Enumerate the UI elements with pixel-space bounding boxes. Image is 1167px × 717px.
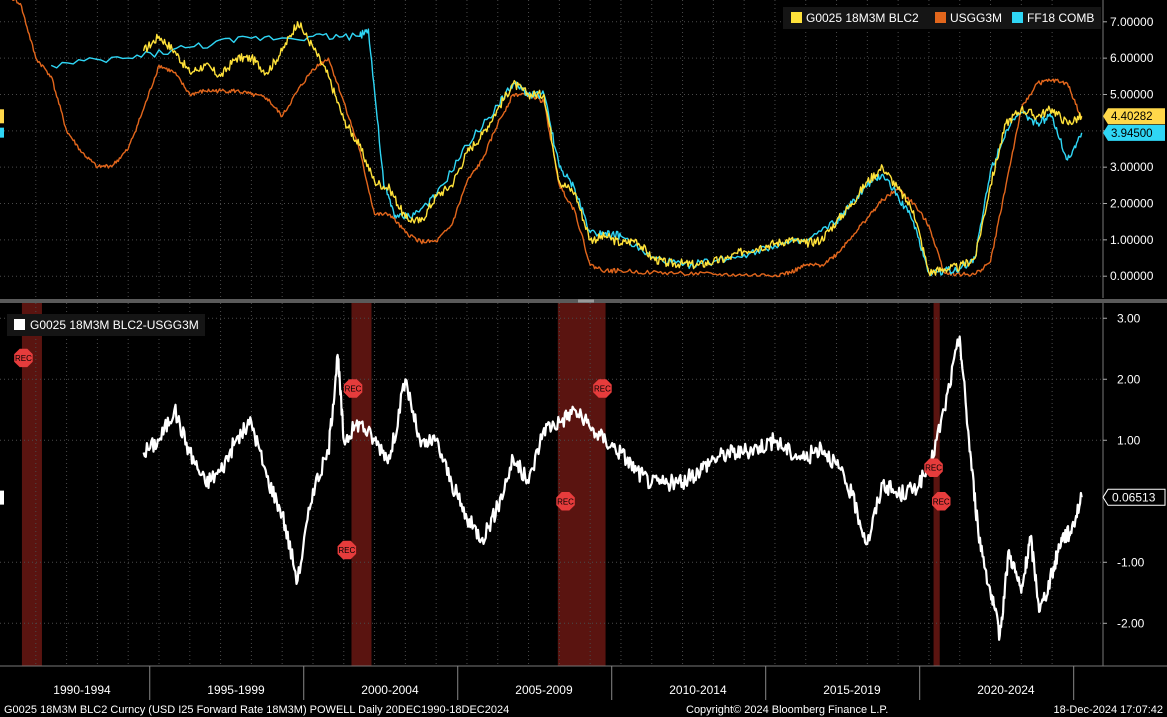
recession-band <box>557 303 606 666</box>
bottom-series-group <box>0 335 1083 641</box>
bottom-y-tick-label: 2.00 <box>1117 372 1141 386</box>
x-tick-label: 1995-1999 <box>207 683 265 697</box>
last-value-tag: 0.06513 <box>1102 488 1166 506</box>
top-y-tick-label: 7.00000 <box>1110 15 1154 29</box>
legend-swatch-spread <box>14 319 25 330</box>
rec-marker[interactable]: REC <box>337 540 357 560</box>
rec-marker-octagon <box>932 492 951 511</box>
top-y-tick-label: 5.00000 <box>1110 87 1154 101</box>
bottom-legend: G0025 18M3M BLC2-USGG3M <box>7 314 205 336</box>
last-value-tag-text: 0.06513 <box>1112 490 1156 504</box>
last-value-tag-text: 4.40282 <box>1111 111 1153 123</box>
rec-marker-label: REC <box>925 464 942 473</box>
top-y-tick-label: 3.00000 <box>1110 160 1154 174</box>
bottom-legend-bg <box>7 314 205 336</box>
bottom-y-axis: 3.00 2.00 1.00 -1.00 -2.00 <box>1103 311 1145 630</box>
bottom-y-tick-label: 1.00 <box>1117 433 1141 447</box>
legend-swatch-g0025 <box>791 12 802 23</box>
bottom-y-tick-label: -1.00 <box>1117 555 1145 569</box>
rec-marker-label: REC <box>594 384 611 393</box>
bottom-panel: REC REC REC REC REC REC REC 3.00 2.00 1.00 -1.00 -… <box>0 303 1166 666</box>
bottom-last-value-tags: 0.06513 <box>1102 488 1166 506</box>
footer-copyright: Copyright© 2024 Bloomberg Finance L.P. <box>686 704 888 716</box>
rec-marker[interactable]: REC <box>932 492 951 511</box>
rec-marker-octagon <box>924 458 943 477</box>
rec-marker[interactable]: REC <box>924 458 943 478</box>
recession-band <box>21 303 42 666</box>
rec-markers-group: REC REC REC REC REC REC REC <box>14 348 951 560</box>
top-y-tick-label: 1.00000 <box>1110 233 1154 247</box>
top-series-group <box>0 0 1083 278</box>
legend-label-spread: G0025 18M3M BLC2-USGG3M <box>30 318 199 332</box>
x-tick-label: 2005-2009 <box>515 683 573 697</box>
last-value-tag: 3.94500 <box>1103 124 1165 141</box>
x-tick-label: 2010-2014 <box>669 683 727 697</box>
rec-marker-octagon <box>593 379 612 398</box>
legend-label-g0025: G0025 18M3M BLC2 <box>806 11 919 25</box>
legend-swatch-usgg3m <box>935 12 946 23</box>
top-last-value-tags: 4.40282 3.94500 <box>1103 108 1165 141</box>
last-value-tag-bg <box>1102 488 1166 506</box>
rec-marker-octagon <box>14 348 33 368</box>
series-line-spread <box>142 335 1083 641</box>
footer-timestamp: 18-Dec-2024 17:07:42 <box>1054 704 1163 716</box>
top-y-tick-label: 6.00000 <box>1110 51 1154 65</box>
x-axis: 1990-1994 1995-1999 2000-2004 2005-2009 2010… <box>53 666 1075 700</box>
bottom-y-tick-label: -2.00 <box>1117 616 1145 630</box>
rec-marker[interactable]: REC <box>593 379 612 398</box>
rec-marker-octagon <box>337 540 357 560</box>
left-edge-marker-white <box>0 490 4 505</box>
footer-bar <box>0 700 1167 717</box>
left-edge-marker-cyan <box>0 127 4 138</box>
legend-label-ff18: FF18 COMB <box>1027 11 1094 25</box>
bottom-gridlines <box>0 303 1103 666</box>
rec-marker-label: REC <box>338 546 355 555</box>
series-line-g0025-18m3m-blc2 <box>142 21 1083 277</box>
top-panel: 7.000006.000005.000004.000003.000002.000… <box>0 0 1165 298</box>
rec-marker-label: REC <box>933 497 950 506</box>
recession-band <box>933 303 940 666</box>
x-tick-label: 1990-1994 <box>53 683 111 697</box>
last-value-tag-bg <box>1103 108 1165 125</box>
x-tick-label: 2020-2024 <box>977 683 1035 697</box>
rec-marker[interactable]: REC <box>556 492 575 511</box>
rec-marker[interactable]: REC <box>343 379 363 398</box>
x-tick-label: 2000-2004 <box>361 683 419 697</box>
last-value-tag: 4.40282 <box>1103 108 1165 125</box>
top-y-tick-label: 2.00000 <box>1110 197 1154 211</box>
footer-security-info: G0025 18M3M BLC2 Curncy (USD I25 Forward… <box>4 704 509 716</box>
last-value-tag-bg <box>1103 124 1165 141</box>
last-value-tag-text: 3.94500 <box>1111 128 1153 140</box>
top-y-tick-label: 0.00000 <box>1110 269 1154 283</box>
left-edge-marker-yellow <box>0 109 4 124</box>
legend-label-usgg3m: USGG3M <box>950 11 1002 25</box>
recession-band <box>351 303 372 666</box>
top-legend: G0025 18M3M BLC2 USGG3M FF18 COMB <box>783 7 1101 29</box>
x-tick-label: 2015-2019 <box>823 683 881 697</box>
rec-marker-label: REC <box>15 354 32 363</box>
series-line-usgg3m <box>11 0 1083 278</box>
bottom-y-tick-label: 3.00 <box>1117 311 1141 325</box>
rec-marker[interactable]: REC <box>14 348 33 368</box>
rec-marker-octagon <box>556 492 575 511</box>
recession-shading-group <box>21 303 940 666</box>
panel-divider-grip <box>578 299 594 303</box>
rec-marker-octagon <box>343 379 363 398</box>
rec-marker-label: REC <box>557 497 574 506</box>
legend-swatch-ff18 <box>1012 12 1023 23</box>
rec-marker-label: REC <box>345 384 362 393</box>
